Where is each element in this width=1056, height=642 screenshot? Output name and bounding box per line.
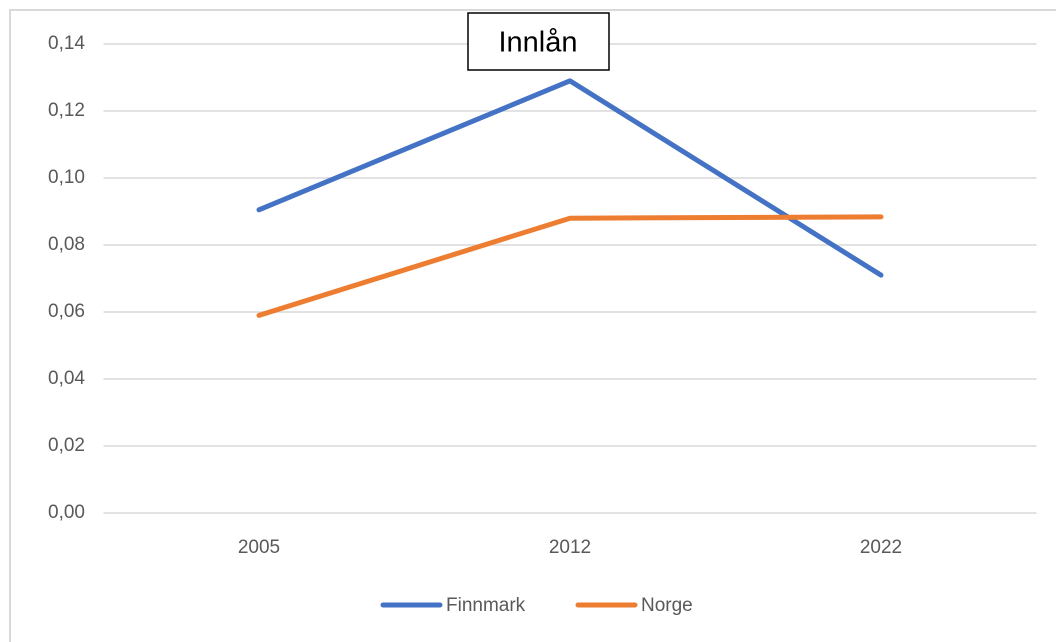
- legend-label: Norge: [641, 595, 693, 616]
- title-box: [467, 12, 610, 71]
- y-tick-label: 0,12: [48, 100, 85, 121]
- series-line: [256, 78, 884, 278]
- legend-label: Finnmark: [446, 595, 526, 616]
- y-tick-label: 0,00: [48, 502, 85, 523]
- x-tick-label: 2012: [549, 537, 591, 558]
- y-tick-label: 0,02: [48, 435, 85, 456]
- chart-title: Innlån: [498, 27, 577, 59]
- y-tick-label: 0,08: [48, 234, 85, 255]
- series-line: [256, 214, 884, 318]
- y-tick-label: 0,14: [48, 33, 85, 54]
- chart-frame: [9, 9, 1056, 642]
- x-tick-label: 2005: [238, 537, 280, 558]
- y-tick-label: 0,10: [48, 167, 85, 188]
- x-tick-label: 2022: [860, 537, 902, 558]
- y-tick-label: 0,04: [48, 368, 85, 389]
- y-tick-label: 0,06: [48, 301, 85, 322]
- lines: [256, 78, 884, 318]
